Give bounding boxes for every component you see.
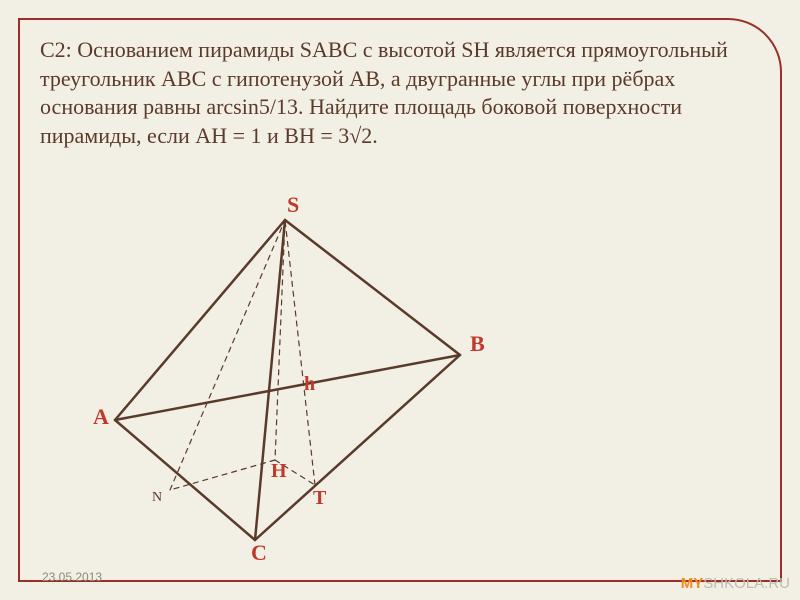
vertex-label-C: C <box>251 540 267 566</box>
vertex-label-B: B <box>470 331 485 357</box>
vertex-label-T: T <box>313 487 326 510</box>
watermark: MYSHKOLA.RU <box>681 575 790 592</box>
vertex-label-H: H <box>271 460 287 483</box>
watermark-suffix: SHKOLA.RU <box>703 575 790 592</box>
slide: С2: Основанием пирамиды SABC с высотой S… <box>0 0 800 600</box>
pyramid-diagram: SABCHThN <box>90 210 510 550</box>
vertex-label-h: h <box>304 373 315 396</box>
vertex-label-N: N <box>152 490 162 506</box>
problem-text: С2: Основанием пирамиды SABC с высотой S… <box>40 36 740 150</box>
date-stamp: 23.05.2013 <box>42 570 102 584</box>
watermark-prefix: MY <box>681 575 704 592</box>
vertex-label-S: S <box>287 192 299 218</box>
vertex-label-A: A <box>93 404 109 430</box>
